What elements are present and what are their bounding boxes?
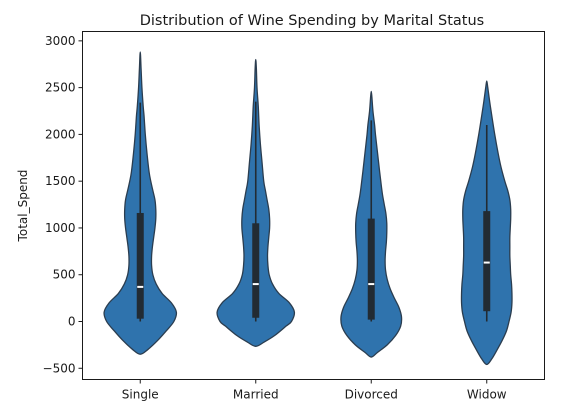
y-axis: −500 0 500 1000 1500 2000 2500 3000 bbox=[43, 34, 83, 375]
y-tick-label: −500 bbox=[43, 361, 76, 375]
chart-title: Distribution of Wine Spending by Marital… bbox=[140, 13, 485, 29]
violin-iqr-box bbox=[136, 212, 144, 319]
y-tick-label: 1500 bbox=[45, 174, 76, 188]
x-axis: Single Married Divorced Widow bbox=[122, 379, 507, 402]
y-tick-label: 0 bbox=[68, 315, 76, 329]
violin-iqr-box bbox=[252, 223, 260, 318]
y-axis-label: Total_Spend bbox=[16, 170, 30, 243]
axes-frame bbox=[82, 31, 545, 380]
y-tick-label: 500 bbox=[53, 268, 76, 282]
violin-iqr-box bbox=[367, 218, 375, 320]
y-tick-label: 1000 bbox=[45, 221, 76, 235]
y-tick-label: 2500 bbox=[45, 81, 76, 95]
plot-area bbox=[103, 51, 513, 366]
x-tick-label: Single bbox=[122, 388, 159, 402]
x-tick-label: Married bbox=[233, 388, 279, 402]
violin-iqr-box bbox=[483, 211, 491, 312]
y-tick-label: 2000 bbox=[45, 127, 76, 141]
x-tick-label: Widow bbox=[467, 388, 507, 402]
y-tick-label: 3000 bbox=[45, 34, 76, 48]
x-tick-label: Divorced bbox=[345, 388, 398, 402]
